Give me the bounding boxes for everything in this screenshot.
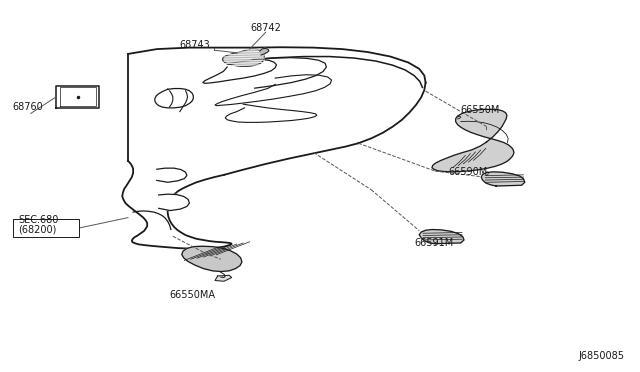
Polygon shape — [419, 230, 464, 244]
Text: 66550M: 66550M — [461, 105, 500, 115]
Text: 66550MA: 66550MA — [170, 289, 216, 299]
Polygon shape — [260, 48, 269, 55]
Text: 66590M: 66590M — [448, 167, 487, 177]
Polygon shape — [432, 109, 514, 172]
FancyBboxPatch shape — [13, 219, 79, 237]
Text: 68760: 68760 — [13, 102, 44, 112]
Polygon shape — [157, 168, 187, 182]
Polygon shape — [223, 49, 264, 66]
Polygon shape — [56, 86, 99, 108]
Text: 68742: 68742 — [250, 22, 281, 32]
Text: 66591M: 66591M — [415, 237, 454, 247]
Polygon shape — [159, 194, 189, 211]
Text: J6850085: J6850085 — [578, 351, 624, 361]
Polygon shape — [481, 172, 525, 186]
Text: SEC.680: SEC.680 — [18, 215, 58, 225]
Polygon shape — [182, 246, 242, 272]
Text: 68743: 68743 — [179, 40, 210, 50]
Text: (68200): (68200) — [18, 224, 56, 234]
Polygon shape — [215, 275, 232, 281]
